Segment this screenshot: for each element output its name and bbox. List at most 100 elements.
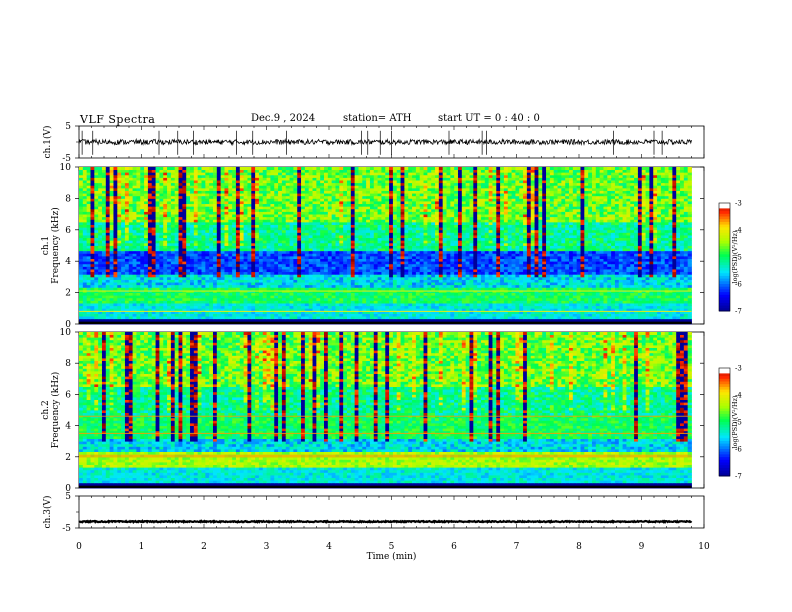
spectrogram-cell bbox=[404, 310, 409, 314]
spectrogram-cell bbox=[427, 284, 432, 288]
spectrogram-cell bbox=[457, 318, 463, 322]
spectrogram-cell bbox=[419, 253, 424, 257]
spectrogram-cell bbox=[450, 248, 455, 252]
spectrogram-cell bbox=[415, 297, 421, 301]
spectrogram-cell bbox=[412, 287, 417, 291]
spectrogram-cell bbox=[262, 284, 267, 288]
spectrogram-cell bbox=[649, 266, 654, 270]
spectrogram-cell bbox=[190, 271, 195, 275]
spectrogram-cell bbox=[278, 305, 283, 309]
spectrogram-cell bbox=[121, 295, 126, 299]
spectrogram-cell bbox=[209, 274, 214, 278]
spectrogram-cell bbox=[335, 310, 340, 314]
spectrogram-cell bbox=[124, 250, 130, 254]
spectrogram-cell bbox=[220, 266, 225, 270]
spectrogram-cell bbox=[94, 279, 99, 283]
spectrogram-cell bbox=[415, 316, 421, 320]
spectrogram-cell bbox=[611, 297, 616, 301]
spectrogram-cell bbox=[274, 271, 279, 275]
spectrogram-cell bbox=[618, 308, 623, 312]
spectrogram-cell bbox=[435, 303, 440, 307]
spectrogram-cell bbox=[561, 255, 566, 259]
spectrogram-cell bbox=[301, 276, 306, 280]
spectrogram-cell bbox=[113, 316, 118, 320]
spectrogram-cell bbox=[496, 303, 501, 307]
spectrogram-cell bbox=[484, 308, 490, 312]
spectrogram-cell bbox=[301, 269, 306, 273]
spectrogram-cell bbox=[335, 279, 340, 283]
spectrogram-cell bbox=[657, 269, 662, 273]
spectrogram-cell bbox=[385, 303, 390, 307]
spectrogram-cell bbox=[109, 303, 114, 307]
spectrogram-cell bbox=[362, 310, 367, 314]
spectrogram-cell bbox=[343, 313, 348, 317]
spectrogram-cell bbox=[584, 258, 589, 262]
spectrogram-cell bbox=[228, 269, 233, 273]
spectrogram-cell bbox=[366, 303, 371, 307]
spectrogram-cell bbox=[530, 316, 535, 320]
spectrogram-cell bbox=[599, 313, 604, 317]
spectrogram-cell bbox=[653, 253, 658, 257]
spectrogram-cell bbox=[400, 269, 405, 273]
spectrogram-cell bbox=[243, 279, 248, 283]
spectrogram-cell bbox=[549, 297, 555, 301]
spectrogram-cell bbox=[79, 313, 84, 317]
spectrogram-cell bbox=[235, 305, 241, 309]
spectrogram-cell bbox=[553, 279, 558, 283]
spectrogram-cell bbox=[209, 313, 214, 317]
spectrogram-cell bbox=[565, 295, 570, 299]
spectrogram-cell bbox=[549, 316, 555, 320]
spectrogram-cell bbox=[687, 303, 692, 307]
spectrogram-cell bbox=[657, 263, 662, 267]
spectrogram-cell bbox=[561, 274, 566, 278]
spectrogram-cell bbox=[392, 295, 398, 299]
spectrogram-cell bbox=[634, 313, 639, 317]
spectrogram-cell bbox=[442, 295, 447, 299]
spectrogram-cell bbox=[82, 258, 88, 262]
spectrogram-cell bbox=[572, 310, 578, 314]
spectrogram-cell bbox=[676, 303, 681, 307]
spectrogram-cell bbox=[124, 274, 130, 278]
spectrogram-cell bbox=[530, 266, 535, 270]
spectrogram-cell bbox=[611, 269, 616, 273]
spectrogram-cell bbox=[492, 282, 497, 286]
spectrogram-cell bbox=[136, 303, 141, 307]
spectrogram-cell bbox=[178, 305, 183, 309]
spectrogram-cell bbox=[588, 263, 593, 267]
spectrogram-cell bbox=[457, 274, 463, 278]
spectrogram-cell bbox=[105, 316, 111, 320]
spectrogram-cell bbox=[105, 274, 111, 278]
spectrogram-cell bbox=[519, 282, 524, 286]
spectrogram-cell bbox=[239, 279, 245, 283]
spectrogram-cell bbox=[343, 261, 348, 265]
spectrogram-cell bbox=[457, 276, 463, 280]
spectrogram-cell bbox=[676, 305, 681, 309]
spectrogram-cell bbox=[404, 282, 409, 286]
spectrogram-cell bbox=[668, 276, 673, 280]
spectrogram-cell bbox=[680, 297, 685, 301]
spectrogram-cell bbox=[293, 250, 298, 254]
spectrogram-cell bbox=[86, 261, 91, 265]
spectrogram-cell bbox=[304, 263, 310, 267]
spectrogram-cell bbox=[599, 284, 604, 288]
spectrogram-cell bbox=[140, 292, 145, 296]
spectrogram-cell bbox=[611, 303, 616, 307]
spectrogram-cell bbox=[251, 316, 256, 320]
spectrogram-cell bbox=[369, 269, 375, 273]
spectrogram-cell bbox=[561, 282, 566, 286]
spectrogram-cell bbox=[618, 300, 623, 304]
spectrogram-cell bbox=[427, 282, 432, 286]
spectrogram-cell bbox=[212, 271, 218, 275]
spectrogram-cell bbox=[159, 266, 164, 270]
spectrogram-cell bbox=[312, 258, 317, 262]
spectrogram-cell bbox=[565, 274, 570, 278]
spectrogram-cell bbox=[392, 253, 398, 257]
spectrogram-cell bbox=[680, 269, 685, 273]
spectrogram-cell bbox=[630, 276, 635, 280]
spectrogram-cell bbox=[534, 305, 539, 309]
spectrogram-cell bbox=[170, 292, 176, 296]
spectrogram-cell bbox=[163, 284, 168, 288]
spectrogram-cell bbox=[140, 305, 145, 309]
spectrogram-cell bbox=[251, 276, 256, 280]
spectrogram-cell bbox=[147, 253, 153, 257]
